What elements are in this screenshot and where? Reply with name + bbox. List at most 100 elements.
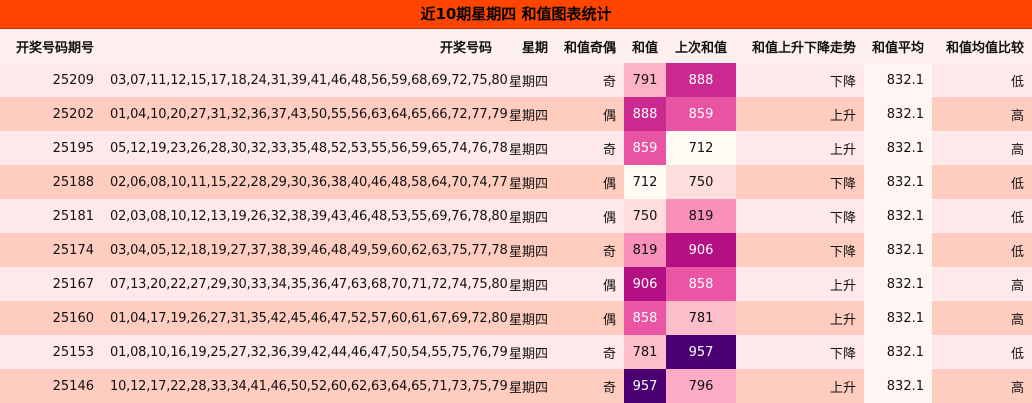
table-row: 25195 05,12,19,23,26,28,30,32,33,35,48,52… — [0, 131, 1032, 165]
cell-parity: 偶 — [556, 301, 624, 335]
cell-sum: 859 — [624, 131, 666, 165]
cell-compare: 高 — [932, 97, 1032, 131]
cell-sum: 957 — [624, 369, 666, 403]
cell-avg: 832.1 — [864, 131, 932, 165]
cell-issue: 25146 — [0, 369, 102, 403]
header-parity: 和值奇偶 — [556, 29, 624, 63]
cell-trend: 上升 — [736, 267, 864, 301]
cell-sum: 750 — [624, 199, 666, 233]
table-title: 近10期星期四 和值图表统计 — [0, 0, 1032, 29]
cell-avg: 832.1 — [864, 233, 932, 267]
cell-compare: 低 — [932, 335, 1032, 369]
cell-compare: 低 — [932, 199, 1032, 233]
cell-weekday: 星期四 — [500, 63, 556, 97]
cell-parity: 偶 — [556, 97, 624, 131]
cell-prev-sum: 906 — [666, 233, 736, 267]
table-row: 25153 01,08,10,16,19,25,27,32,36,39,42,44… — [0, 335, 1032, 369]
cell-weekday: 星期四 — [500, 97, 556, 131]
table-row: 25167 07,13,20,22,27,29,30,33,34,35,36,47… — [0, 267, 1032, 301]
header-sum: 和值 — [624, 29, 666, 63]
cell-parity: 奇 — [556, 233, 624, 267]
cell-prev-sum: 796 — [666, 369, 736, 403]
cell-issue: 25160 — [0, 301, 102, 335]
header-compare: 和值均值比较 — [932, 29, 1032, 63]
cell-compare: 高 — [932, 131, 1032, 165]
cell-weekday: 星期四 — [500, 199, 556, 233]
cell-issue: 25195 — [0, 131, 102, 165]
cell-weekday: 星期四 — [500, 165, 556, 199]
cell-avg: 832.1 — [864, 199, 932, 233]
cell-prev-sum: 957 — [666, 335, 736, 369]
cell-compare: 高 — [932, 301, 1032, 335]
cell-weekday: 星期四 — [500, 335, 556, 369]
cell-trend: 下降 — [736, 165, 864, 199]
header-trend: 和值上升下降走势 — [736, 29, 864, 63]
cell-trend: 下降 — [736, 199, 864, 233]
cell-issue: 25188 — [0, 165, 102, 199]
table-row: 25202 01,04,10,20,27,31,32,36,37,43,50,55… — [0, 97, 1032, 131]
cell-avg: 832.1 — [864, 335, 932, 369]
cell-avg: 832.1 — [864, 369, 932, 403]
cell-sum: 791 — [624, 63, 666, 97]
cell-issue: 25167 — [0, 267, 102, 301]
table-row: 25209 03,07,11,12,15,17,18,24,31,39,41,46… — [0, 63, 1032, 97]
cell-parity: 偶 — [556, 165, 624, 199]
cell-trend: 下降 — [736, 335, 864, 369]
cell-issue: 25209 — [0, 63, 102, 97]
cell-compare: 低 — [932, 233, 1032, 267]
cell-numbers: 01,04,17,19,26,27,31,35,42,45,46,47,52,5… — [102, 301, 508, 335]
header-avg: 和值平均 — [864, 29, 932, 63]
cell-numbers: 01,08,10,16,19,25,27,32,36,39,42,44,46,4… — [102, 335, 508, 369]
cell-compare: 低 — [932, 63, 1032, 97]
cell-sum: 712 — [624, 165, 666, 199]
cell-sum: 858 — [624, 301, 666, 335]
cell-trend: 上升 — [736, 97, 864, 131]
cell-numbers: 07,13,20,22,27,29,30,33,34,35,36,47,63,6… — [102, 267, 508, 301]
cell-weekday: 星期四 — [500, 131, 556, 165]
cell-numbers: 01,04,10,20,27,31,32,36,37,43,50,55,56,6… — [102, 97, 508, 131]
cell-prev-sum: 781 — [666, 301, 736, 335]
table-body: 25209 03,07,11,12,15,17,18,24,31,39,41,46… — [0, 63, 1032, 403]
cell-trend: 上升 — [736, 369, 864, 403]
sum-stats-table: 开奖号码期号 开奖号码 星期 和值奇偶 和值 上次和值 和值上升下降走势 和值平… — [0, 29, 1032, 403]
cell-prev-sum: 750 — [666, 165, 736, 199]
cell-trend: 下降 — [736, 233, 864, 267]
cell-numbers: 02,06,08,10,11,15,22,28,29,30,36,38,40,4… — [102, 165, 508, 199]
table-row: 25160 01,04,17,19,26,27,31,35,42,45,46,47… — [0, 301, 1032, 335]
cell-sum: 888 — [624, 97, 666, 131]
header-row: 开奖号码期号 开奖号码 星期 和值奇偶 和值 上次和值 和值上升下降走势 和值平… — [0, 29, 1032, 63]
cell-parity: 奇 — [556, 63, 624, 97]
cell-issue: 25181 — [0, 199, 102, 233]
cell-compare: 高 — [932, 267, 1032, 301]
header-issue: 开奖号码期号 — [0, 29, 102, 63]
cell-sum: 906 — [624, 267, 666, 301]
cell-numbers: 10,12,17,22,28,33,34,41,46,50,52,60,62,6… — [102, 369, 508, 403]
cell-prev-sum: 888 — [666, 63, 736, 97]
cell-avg: 832.1 — [864, 301, 932, 335]
cell-avg: 832.1 — [864, 267, 932, 301]
cell-numbers: 02,03,08,10,12,13,19,26,32,38,39,43,46,4… — [102, 199, 508, 233]
cell-issue: 25153 — [0, 335, 102, 369]
cell-weekday: 星期四 — [500, 233, 556, 267]
cell-prev-sum: 712 — [666, 131, 736, 165]
cell-sum: 819 — [624, 233, 666, 267]
cell-avg: 832.1 — [864, 165, 932, 199]
cell-parity: 奇 — [556, 369, 624, 403]
cell-trend: 下降 — [736, 63, 864, 97]
cell-parity: 奇 — [556, 335, 624, 369]
cell-weekday: 星期四 — [500, 301, 556, 335]
cell-avg: 832.1 — [864, 63, 932, 97]
cell-issue: 25202 — [0, 97, 102, 131]
table-row: 25174 03,04,05,12,18,19,27,37,38,39,46,48… — [0, 233, 1032, 267]
cell-prev-sum: 819 — [666, 199, 736, 233]
cell-compare: 低 — [932, 165, 1032, 199]
cell-numbers: 05,12,19,23,26,28,30,32,33,35,48,52,53,5… — [102, 131, 508, 165]
table-row: 25181 02,03,08,10,12,13,19,26,32,38,39,43… — [0, 199, 1032, 233]
header-prev-sum: 上次和值 — [666, 29, 736, 63]
cell-prev-sum: 858 — [666, 267, 736, 301]
cell-numbers: 03,07,11,12,15,17,18,24,31,39,41,46,48,5… — [102, 63, 508, 97]
cell-weekday: 星期四 — [500, 267, 556, 301]
cell-trend: 上升 — [736, 131, 864, 165]
header-numbers: 开奖号码 — [102, 29, 500, 63]
cell-parity: 偶 — [556, 267, 624, 301]
